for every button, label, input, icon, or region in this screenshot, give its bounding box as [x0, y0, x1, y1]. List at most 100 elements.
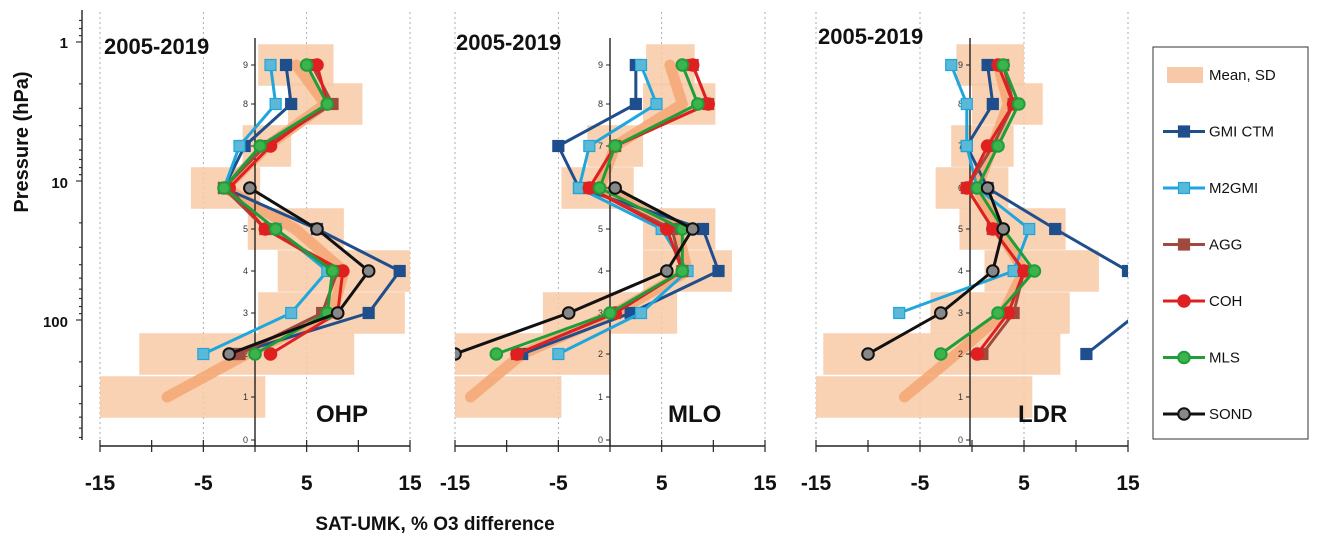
- legend-marker: [1177, 294, 1191, 308]
- legend-swatch: [1167, 67, 1203, 83]
- station-label: LDR: [1018, 401, 1067, 428]
- series-lines: [861, 58, 1144, 361]
- layer-tick-label: 7: [598, 141, 603, 151]
- layer-tick-label: 8: [243, 99, 248, 109]
- data-point: [1080, 347, 1093, 361]
- x-tick-label: 5: [656, 472, 668, 495]
- data-point: [285, 306, 298, 320]
- x-tick-label: 15: [398, 472, 422, 495]
- legend-label: GMI CTM: [1209, 124, 1274, 141]
- x-tick-label: 5: [301, 472, 313, 495]
- data-point: [510, 347, 524, 361]
- layer-tick-label: 1: [958, 392, 963, 402]
- data-point: [861, 347, 875, 361]
- series-lines: [455, 58, 725, 361]
- series-line: [222, 64, 402, 356]
- layer-tick-label: 9: [958, 60, 963, 70]
- data-point: [986, 264, 1000, 278]
- layer-tick-label: 2: [958, 349, 963, 359]
- layer-tick-label: 4: [958, 266, 963, 276]
- legend-item-mean-sd: Mean, SD: [1167, 67, 1276, 84]
- data-point: [996, 58, 1011, 72]
- layer-tick-label: 5: [598, 224, 603, 234]
- data-point: [660, 264, 674, 278]
- legend-item-mls: MLS: [1163, 350, 1240, 367]
- series-line: [222, 64, 334, 356]
- layer-tick-label: 0: [958, 435, 963, 445]
- legend-label: MLS: [1209, 350, 1240, 367]
- legend-marker: [1177, 238, 1191, 251]
- data-point: [320, 97, 335, 111]
- x-tick-label: 15: [1116, 472, 1140, 495]
- data-point: [263, 347, 278, 361]
- data-point: [991, 306, 1005, 320]
- data-point: [1049, 222, 1062, 236]
- layer-tick-label: 5: [243, 224, 248, 234]
- data-point: [634, 58, 648, 72]
- data-point: [279, 58, 293, 72]
- series-line: [516, 64, 710, 356]
- layer-tick-label: 2: [598, 349, 603, 359]
- data-point: [945, 58, 958, 72]
- data-point: [934, 306, 948, 320]
- data-point: [996, 222, 1011, 236]
- pressure-axis-label: Pressure (hPa): [11, 71, 33, 212]
- data-point: [592, 181, 607, 195]
- data-point: [393, 264, 406, 278]
- series-mls: [217, 58, 340, 361]
- pressure-minor-ticks: [76, 19, 82, 439]
- data-point: [1133, 308, 1144, 319]
- data-point: [629, 97, 642, 111]
- legend-marker: [1177, 407, 1191, 421]
- panel-title: 2005-2019: [104, 34, 209, 59]
- x-tick-label: -15: [440, 472, 471, 495]
- panel-title: 2005-2019: [456, 30, 561, 55]
- data-point: [603, 306, 617, 320]
- data-point: [608, 139, 622, 153]
- series-lines: [197, 58, 406, 361]
- data-point: [960, 97, 973, 111]
- legend-label: SOND: [1209, 406, 1253, 423]
- layer-tick-label: 7: [958, 141, 963, 151]
- data-point: [268, 222, 283, 236]
- x-tick-label: 5: [1018, 472, 1030, 495]
- data-point: [325, 264, 340, 278]
- data-point: [893, 306, 906, 320]
- series-line: [557, 64, 689, 356]
- layer-tick-label: 5: [958, 224, 963, 234]
- layer-tick-label: 4: [243, 266, 248, 276]
- x-axis: -15 -5 5 15: [440, 440, 777, 495]
- layer-tick-label: 9: [598, 60, 603, 70]
- data-point: [552, 347, 565, 361]
- legend-item-sond: SOND: [1163, 406, 1253, 423]
- data-point: [712, 264, 725, 278]
- x-tick-label: 15: [753, 472, 777, 495]
- station-label: MLO: [668, 401, 721, 428]
- x-tick-label: -15: [85, 472, 116, 495]
- series-line: [965, 64, 1026, 355]
- data-point: [361, 264, 376, 278]
- pressure-axis: 1 10 100 Pressure (hPa): [11, 10, 83, 440]
- data-point: [455, 347, 462, 361]
- data-point: [675, 264, 690, 278]
- legend-label: M2GMI: [1209, 180, 1258, 197]
- data-point: [608, 181, 622, 195]
- series-sond: [455, 181, 700, 361]
- pressure-tick-label: 10: [51, 175, 68, 192]
- sd-band-segment: [984, 250, 1099, 292]
- data-point: [660, 222, 674, 236]
- layer-tick-label: 1: [243, 392, 248, 402]
- data-point: [934, 347, 948, 361]
- legend-item-agg: AGG: [1163, 237, 1242, 254]
- legend: Mean, SD GMI CTM M2GMI AGG COH MLS SOND: [1152, 46, 1309, 440]
- data-point: [197, 347, 210, 361]
- layer-tick-label: 3: [243, 308, 248, 318]
- data-point: [634, 306, 648, 320]
- layer-tick-label: 3: [598, 308, 603, 318]
- data-point: [691, 97, 705, 111]
- legend-label: AGG: [1209, 237, 1242, 254]
- legend-item-gmi-ctm: GMI CTM: [1163, 124, 1274, 141]
- data-point: [217, 181, 231, 195]
- x-tick-label: -5: [194, 472, 213, 495]
- x-tick-label: -5: [911, 472, 930, 495]
